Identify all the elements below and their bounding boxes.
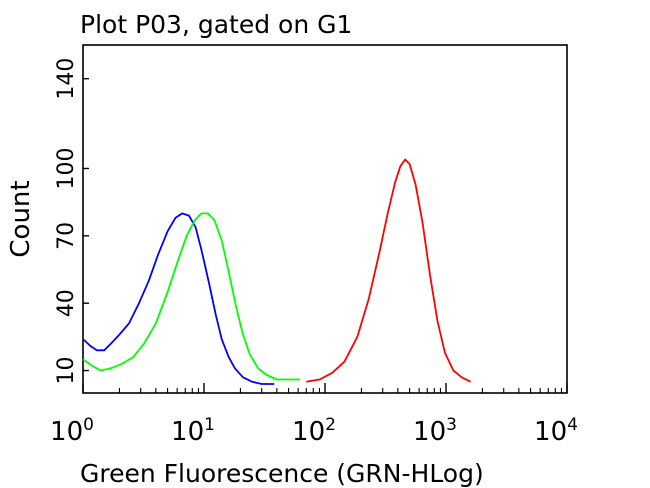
y-tick-label: 70 — [54, 222, 79, 250]
x-tick-label: 100 — [50, 415, 94, 447]
histogram-series-1 — [82, 212, 275, 385]
x-tick-label: 102 — [292, 415, 336, 447]
x-tick-base: 10 — [50, 417, 83, 447]
histogram-series-2 — [82, 212, 300, 381]
x-tick-exponent: 1 — [204, 415, 215, 435]
x-tick-base: 10 — [292, 417, 325, 447]
histogram-series-3 — [306, 158, 472, 383]
histogram-lines — [82, 158, 472, 385]
x-tick-exponent: 2 — [325, 415, 336, 435]
x-tick-exponent: 0 — [83, 415, 94, 435]
x-tick-label: 104 — [534, 415, 578, 447]
chart-title: Plot P03, gated on G1 — [80, 10, 352, 39]
y-tick-label: 140 — [54, 58, 79, 100]
x-tick-label: 101 — [171, 415, 215, 447]
y-tick-label: 40 — [54, 289, 79, 317]
x-tick-exponent: 4 — [567, 415, 578, 435]
x-tick-base: 10 — [534, 417, 567, 447]
x-tick-base: 10 — [413, 417, 446, 447]
x-tick-label: 103 — [413, 415, 457, 447]
x-axis: 100 101 102 103 104 — [50, 383, 578, 447]
y-axis: 10 40 70 100 140 — [54, 58, 89, 385]
y-tick-label: 10 — [54, 357, 79, 385]
y-tick-label: 100 — [54, 147, 79, 189]
x-tick-base: 10 — [171, 417, 204, 447]
plot-frame — [82, 44, 568, 394]
y-axis-label: Count — [6, 180, 36, 257]
x-tick-exponent: 3 — [446, 415, 457, 435]
x-axis-label: Green Fluorescence (GRN-HLog) — [80, 459, 484, 488]
